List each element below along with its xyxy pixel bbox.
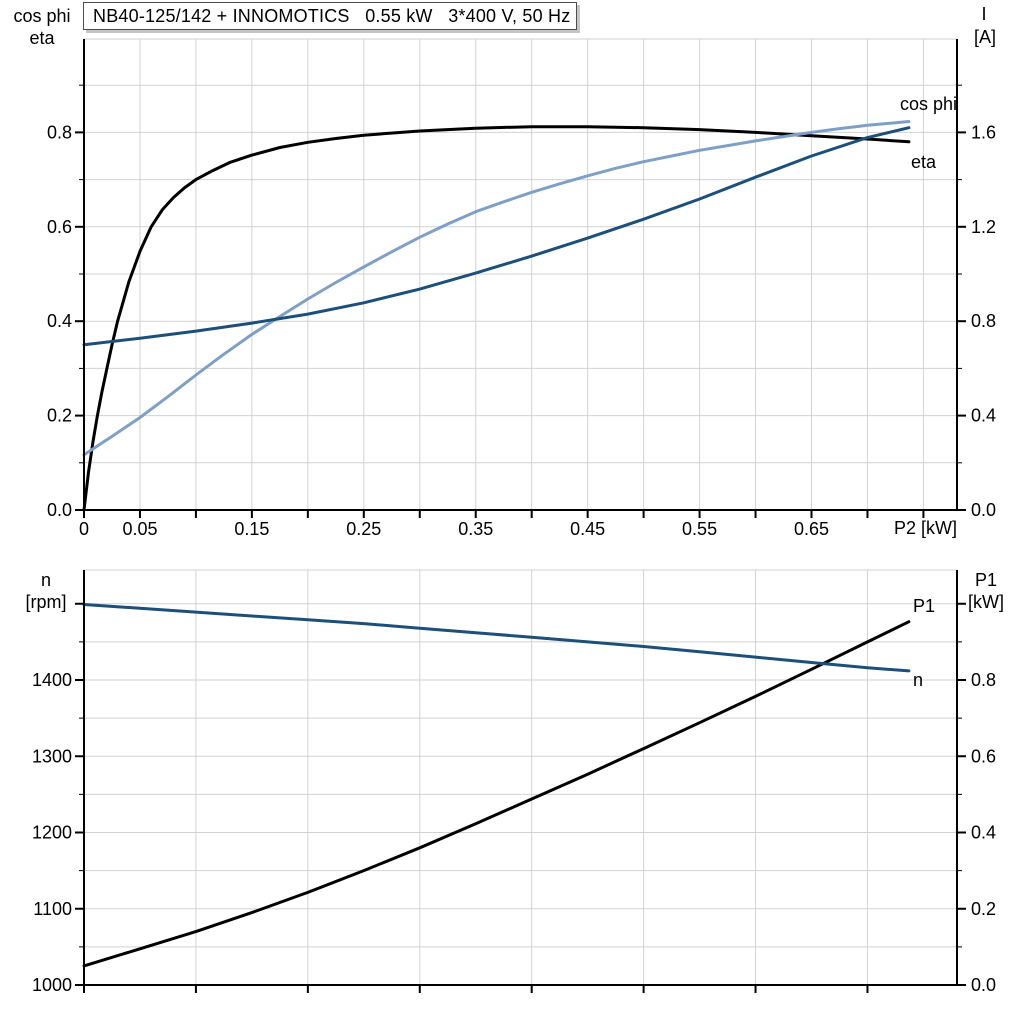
- tick-label: 1.6: [971, 122, 996, 142]
- axis-title: n: [41, 570, 51, 590]
- gridlines: [84, 38, 957, 510]
- curves: [82, 120, 911, 512]
- tick-label: 1400: [32, 670, 72, 690]
- tick-label: 1100: [33, 899, 72, 919]
- tick-label: 0.4: [47, 311, 72, 331]
- axis-title: I: [981, 4, 986, 24]
- axis-title: eta: [29, 28, 55, 48]
- tick-label: 0.45: [570, 519, 605, 539]
- curve-label-P1: P1: [913, 596, 935, 616]
- tick-label: 0.4: [971, 823, 996, 843]
- curve-eta: [82, 125, 911, 512]
- tick-label: 1200: [32, 823, 72, 843]
- tick-label: 0.15: [234, 519, 269, 539]
- tick-label: 0.2: [47, 406, 72, 426]
- tick-label: 0.8: [47, 122, 72, 142]
- tick-label: 0.4: [971, 406, 996, 426]
- curve-P1: [82, 620, 911, 968]
- curve-I: [82, 126, 911, 347]
- curve-n: [82, 603, 911, 673]
- tick-label: 0.05: [122, 519, 157, 539]
- chart-title: NB40-125/142 + INNOMOTICS 0.55 kW 3*400 …: [93, 5, 571, 26]
- chart-title-box: NB40-125/142 + INNOMOTICS 0.55 kW 3*400 …: [83, 2, 577, 30]
- tick-label: 0.25: [346, 519, 381, 539]
- tick-label: 1000: [32, 975, 72, 995]
- tick-label: 0.2: [971, 899, 996, 919]
- x-axis-title: P2 [kW]: [894, 518, 957, 538]
- curve-cos-phi: [82, 120, 911, 457]
- tick-label: 0.8: [971, 311, 996, 331]
- curves: [82, 603, 911, 968]
- axis-title: P1: [975, 570, 997, 590]
- tick-label: 1300: [32, 746, 72, 766]
- tick-label: 0.8: [971, 670, 996, 690]
- tick-label: 0.55: [682, 519, 717, 539]
- gridlines: [84, 569, 957, 985]
- lower-chart: 10001100120013001400n[rpm]0.00.20.40.60.…: [25, 569, 1004, 995]
- axis-title: [A]: [974, 27, 996, 47]
- tick-label: 0.0: [971, 500, 996, 520]
- curve-label-n: n: [913, 670, 923, 690]
- curve-label-eta: eta: [911, 152, 937, 172]
- tick-label: 0.0: [47, 500, 72, 520]
- axes: [75, 39, 966, 518]
- axis-title: cos phi: [13, 6, 70, 26]
- tick-label: 1.2: [971, 217, 996, 237]
- tick-label: 0: [79, 519, 89, 539]
- axis-title: [kW]: [968, 592, 1004, 612]
- tick-label: 0.6: [971, 746, 996, 766]
- axes: [75, 570, 966, 993]
- curve-label-cos-phi: cos phi: [900, 94, 957, 114]
- tick-label: 0.35: [458, 519, 493, 539]
- axis-title: [rpm]: [25, 592, 66, 612]
- tick-label: 0.0: [971, 975, 996, 995]
- tick-label: 0.6: [47, 217, 72, 237]
- tick-label: 0.65: [794, 519, 829, 539]
